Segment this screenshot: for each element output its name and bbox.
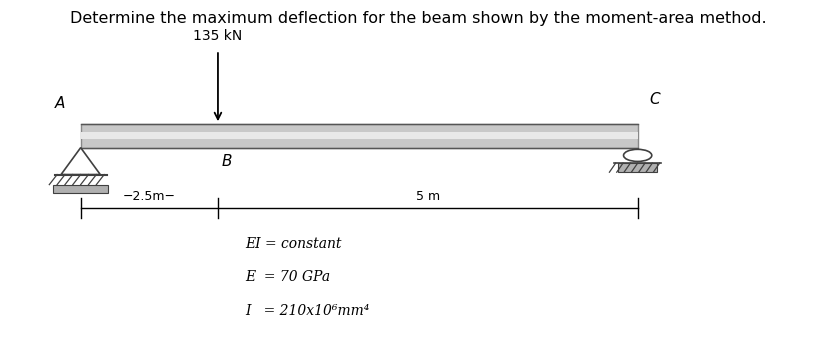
Polygon shape xyxy=(61,148,100,175)
Text: B: B xyxy=(222,154,232,170)
Text: 5 m: 5 m xyxy=(415,190,440,203)
Text: Determine the maximum deflection for the beam shown by the moment-area method.: Determine the maximum deflection for the… xyxy=(69,12,767,26)
Text: E  = 70 GPa: E = 70 GPa xyxy=(246,271,330,284)
Text: EI = constant: EI = constant xyxy=(246,237,342,251)
Polygon shape xyxy=(54,185,108,193)
Polygon shape xyxy=(80,132,638,139)
Text: C: C xyxy=(650,92,660,107)
Text: 135 kN: 135 kN xyxy=(193,29,242,43)
Text: A: A xyxy=(54,96,65,111)
Text: I   = 210x10⁶mm⁴: I = 210x10⁶mm⁴ xyxy=(246,304,370,318)
Polygon shape xyxy=(80,124,638,148)
Polygon shape xyxy=(618,163,657,172)
Circle shape xyxy=(624,149,652,161)
Text: −2.5m−: −2.5m− xyxy=(123,190,176,203)
